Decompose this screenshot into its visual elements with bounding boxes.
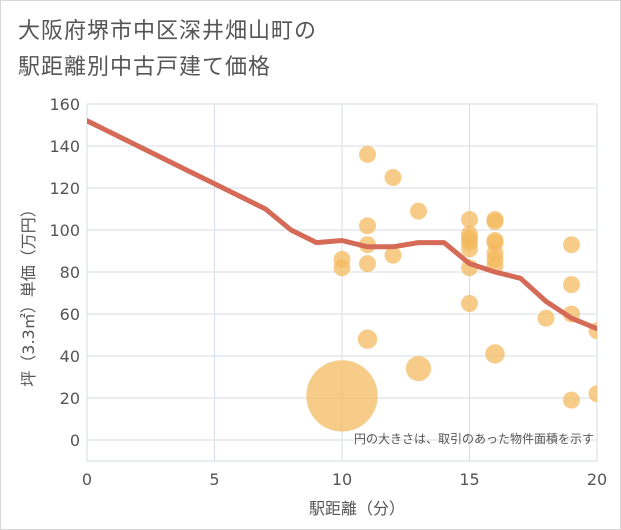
chart-title: 大阪府堺市中区深井畑山町の 駅距離別中古戸建て価格 [18, 14, 317, 86]
chart-title-line-2: 駅距離別中古戸建て価格 [18, 55, 272, 80]
x-tick-label-0: 0 [82, 470, 92, 489]
bubble-point-2 [333, 250, 351, 268]
y-axis-label: 坪（3.3㎡）単価（万円） [19, 201, 38, 386]
bubble-size-note: 円の大きさは、取引のあった物件面積を示す [354, 431, 594, 446]
bubble-point-8 [384, 169, 402, 186]
chart-title-line-1: 大阪府堺市中区深井畑山町の [18, 19, 318, 44]
bubble-point-33 [588, 385, 597, 403]
bubble-point-16 [461, 240, 478, 258]
x-axis-label: 駅距離（分） [309, 499, 405, 518]
x-tick-label-4: 20 [587, 470, 607, 489]
bubble-point-10 [410, 202, 427, 220]
bubble-point-7 [357, 329, 378, 349]
trend-line [87, 118, 597, 332]
y-tick-label-7: 140 [49, 137, 80, 156]
bubble-point-6 [359, 255, 376, 273]
y-tick-label-0: 0 [70, 431, 80, 450]
bubble-point-3 [359, 145, 376, 163]
bubble-point-11 [405, 355, 432, 382]
y-tick-label-3: 60 [60, 305, 80, 324]
y-tick-label-5: 100 [49, 221, 80, 240]
x-tick-label-1: 5 [209, 470, 219, 489]
bubble-point-0 [306, 360, 378, 432]
bubble-point-20 [486, 213, 504, 231]
bubble-point-9 [384, 246, 402, 264]
bubble-layer [306, 145, 597, 432]
y-tick-label-6: 120 [49, 179, 80, 198]
y-tick-label-1: 20 [60, 389, 80, 408]
bubble-point-12 [461, 211, 478, 228]
y-tick-label-2: 40 [60, 347, 80, 366]
bubble-point-31 [563, 391, 580, 409]
tick-layer: 0 5 10 15 20 0 20 40 60 80 100 120 140 160 [49, 95, 607, 489]
y-tick-label-8: 160 [49, 95, 80, 114]
bubble-point-28 [563, 236, 580, 254]
bubble-point-29 [563, 276, 580, 294]
bubble-point-27 [537, 309, 555, 327]
x-tick-label-3: 15 [459, 470, 479, 489]
x-tick-label-2: 10 [332, 470, 352, 489]
bubble-point-26 [485, 344, 505, 364]
bubble-point-18 [461, 295, 478, 312]
trend-layer [87, 118, 597, 332]
y-tick-label-4: 80 [60, 263, 80, 282]
bubble-point-4 [359, 217, 376, 235]
